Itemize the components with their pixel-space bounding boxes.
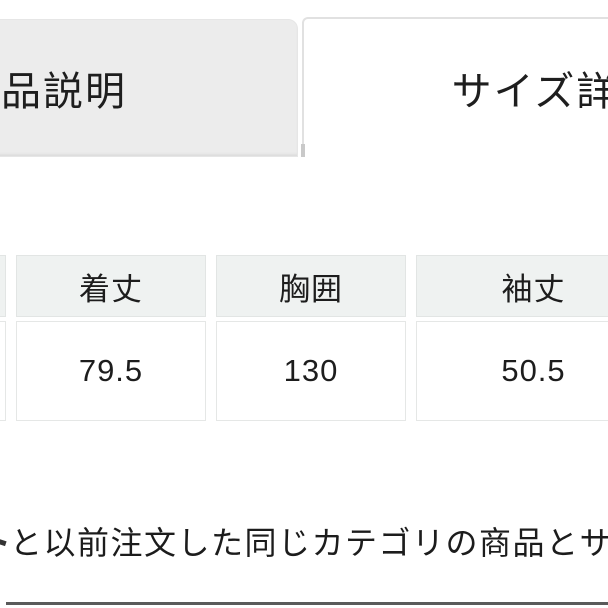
footer-note: と以前注文した同じカテゴリの商品とサ xyxy=(10,525,608,561)
tab-product-description-label: 商品説明 xyxy=(0,70,127,114)
header-cell-sleeve: 袖丈 xyxy=(416,255,608,317)
header-cell-cutoff xyxy=(0,255,6,317)
value-cell-chest: 130 xyxy=(216,321,406,421)
tab-separator-tick xyxy=(301,144,305,157)
header-cell-chest: 胸囲 xyxy=(216,255,406,317)
tab-size-details[interactable]: サイズ詳細 xyxy=(302,17,608,157)
value-cell-cutoff xyxy=(0,321,6,421)
tab-product-description[interactable]: 商品説明 xyxy=(0,19,298,157)
tab-size-details-label: サイズ詳細 xyxy=(451,70,608,114)
bottom-divider xyxy=(6,602,608,605)
value-cell-length: 79.5 xyxy=(16,321,206,421)
size-table-header-row: 着丈 胸囲 袖丈 xyxy=(0,255,608,317)
size-table-container: 着丈 胸囲 袖丈 79.5 130 50.5 xyxy=(0,251,608,441)
value-cell-sleeve: 50.5 xyxy=(416,321,608,421)
size-table: 着丈 胸囲 袖丈 79.5 130 50.5 xyxy=(0,251,608,425)
header-cell-length: 着丈 xyxy=(16,255,206,317)
size-table-value-row: 79.5 130 50.5 xyxy=(0,321,608,421)
